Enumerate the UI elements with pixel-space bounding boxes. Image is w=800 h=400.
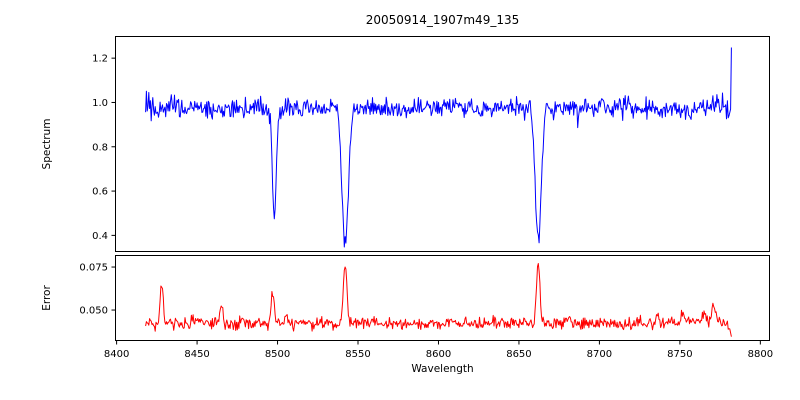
x-tick-label: 8600 bbox=[426, 349, 451, 360]
x-tick-label: 8650 bbox=[506, 349, 531, 360]
y-tick-label: 1.2 bbox=[92, 54, 108, 65]
y-tick-label: 1.0 bbox=[92, 98, 108, 109]
x-tick-label: 8800 bbox=[748, 349, 773, 360]
error-axis-label: Error bbox=[41, 285, 53, 311]
spectrum-axis-label: Spectrum bbox=[41, 118, 53, 170]
spectrum-axes-box bbox=[115, 36, 770, 252]
chart-title: 20050914_1907m49_135 bbox=[365, 13, 520, 27]
spectrum-line bbox=[145, 47, 732, 248]
y-tick-label: 0.8 bbox=[92, 142, 108, 153]
y-tick-label: 0.075 bbox=[79, 263, 108, 274]
x-tick-label: 8550 bbox=[345, 349, 370, 360]
x-tick-label: 8400 bbox=[104, 349, 129, 360]
y-tick-label: 0.6 bbox=[92, 187, 108, 198]
error-line bbox=[145, 263, 732, 337]
x-tick-label: 8700 bbox=[587, 349, 612, 360]
error-axes-box bbox=[115, 255, 770, 341]
x-tick-label: 8450 bbox=[184, 349, 209, 360]
x-tick-label: 8500 bbox=[265, 349, 290, 360]
y-tick-label: 0.4 bbox=[92, 231, 108, 242]
y-tick-label: 0.050 bbox=[79, 306, 108, 317]
x-tick-label: 8750 bbox=[667, 349, 692, 360]
x-axis-label: Wavelength bbox=[411, 363, 474, 375]
